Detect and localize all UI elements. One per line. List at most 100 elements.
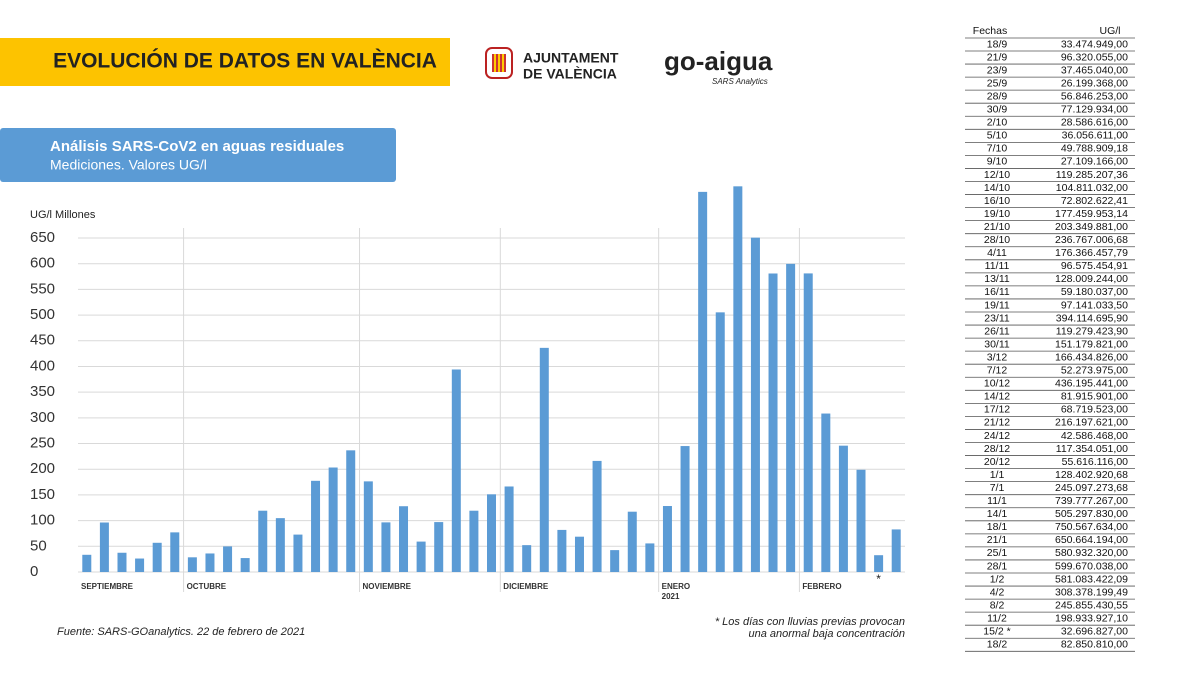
bar xyxy=(187,557,197,572)
bar xyxy=(874,555,884,572)
bar xyxy=(293,534,303,572)
table-date: 5/10 xyxy=(987,130,1008,142)
y-tick-label: 300 xyxy=(30,409,55,426)
bar xyxy=(152,542,162,572)
bar xyxy=(715,312,725,572)
bar xyxy=(733,186,743,572)
table-value: 198.933.927,10 xyxy=(1055,612,1128,624)
table-date: 19/10 xyxy=(984,208,1010,220)
bar xyxy=(891,529,901,572)
table-date: 11/1 xyxy=(987,495,1007,507)
y-tick-label: 50 xyxy=(30,537,47,554)
table-value: 27.109.166,00 xyxy=(1061,156,1128,168)
logo-text: AJUNTAMENT xyxy=(523,50,619,66)
note: * Los días con lluvias previas provocan xyxy=(715,616,905,628)
bar xyxy=(750,237,760,573)
table-date: 14/10 xyxy=(984,182,1010,194)
note: una anormal baja concentración xyxy=(748,628,905,640)
month-label: FEBRERO xyxy=(802,582,841,591)
bar xyxy=(487,494,496,572)
table-value: 26.199.368,00 xyxy=(1061,77,1128,89)
table-date: 30/11 xyxy=(984,338,1010,350)
table-date: 25/1 xyxy=(987,547,1008,559)
table-date: 30/9 xyxy=(987,104,1008,116)
bar xyxy=(592,460,602,572)
table-date: 19/11 xyxy=(984,299,1010,311)
table-value: 49.788.909,18 xyxy=(1061,143,1128,155)
table-date: 16/11 xyxy=(984,286,1010,298)
table-date: 1/1 xyxy=(990,469,1005,481)
table-value: 59.180.037,00 xyxy=(1061,286,1128,298)
bar xyxy=(698,191,708,573)
table-date: 26/11 xyxy=(984,325,1010,337)
bar xyxy=(205,553,215,572)
y-tick-label: 150 xyxy=(30,486,55,503)
crest xyxy=(485,47,513,79)
bar xyxy=(416,541,426,572)
table-value: 82.850.810,00 xyxy=(1061,639,1128,651)
table-date: 20/12 xyxy=(984,456,1010,468)
bar xyxy=(504,486,514,572)
month-label: 2021 xyxy=(662,592,680,601)
table-value: 436.195.441,00 xyxy=(1055,378,1128,390)
y-tick-label: 550 xyxy=(30,280,55,297)
bar xyxy=(381,522,391,572)
table-date: 10/12 xyxy=(984,378,1010,390)
bar xyxy=(768,273,778,572)
y-tick-label: 500 xyxy=(30,306,55,323)
table-value: 166.434.826,00 xyxy=(1055,351,1128,363)
bar xyxy=(469,510,479,572)
table-value: 96.575.454,91 xyxy=(1061,260,1128,272)
table-date: 11/2 xyxy=(987,612,1007,624)
table-date: 7/12 xyxy=(987,365,1008,377)
table-header: UG/l xyxy=(1100,25,1121,37)
table-value: 119.285.207,36 xyxy=(1056,169,1128,181)
table-value: 236.767.006,68 xyxy=(1055,234,1128,246)
y-tick-label: 250 xyxy=(30,435,55,452)
table-date: 4/11 xyxy=(987,247,1007,259)
month-label: OCTUBRE xyxy=(187,582,227,591)
table-value: 68.719.523,00 xyxy=(1061,404,1128,416)
table-value: 177.459.953,14 xyxy=(1055,208,1128,220)
table-value: 308.378.199,49 xyxy=(1055,586,1128,598)
y-tick-label: 450 xyxy=(30,332,55,349)
table-date: 14/1 xyxy=(987,508,1008,520)
table-date: 7/1 xyxy=(990,482,1005,494)
table-date: 1/2 xyxy=(990,573,1005,585)
bar xyxy=(838,445,848,572)
bar xyxy=(821,413,831,572)
table-value: 176.366.457,79 xyxy=(1055,247,1128,259)
title-band xyxy=(0,38,450,86)
table-value: 216.197.621,00 xyxy=(1055,417,1128,429)
table-date: 17/12 xyxy=(984,404,1010,416)
box-title: Análisis SARS-CoV2 en aguas residuales xyxy=(50,138,344,155)
y-tick-label: 100 xyxy=(30,512,55,529)
table-value: 42.586.468,00 xyxy=(1061,430,1128,442)
table-date: 7/10 xyxy=(987,143,1008,155)
bar xyxy=(328,467,338,572)
logo-sub: SARS Analytics xyxy=(712,77,768,86)
bar xyxy=(434,522,444,572)
table-date: 28/9 xyxy=(987,90,1008,102)
table-value: 36.056.611,00 xyxy=(1062,130,1129,142)
table-date: 18/2 xyxy=(987,639,1008,651)
table-value: 580.932.320,00 xyxy=(1055,547,1128,559)
table-date: 25/9 xyxy=(987,77,1008,89)
table-value: 599.670.038,00 xyxy=(1055,560,1128,572)
table-value: 77.129.934,00 xyxy=(1061,104,1128,116)
y-tick-label: 400 xyxy=(30,357,55,374)
bar xyxy=(610,550,620,572)
table-value: 117.354.051,00 xyxy=(1056,443,1128,455)
month-label: DICIEMBRE xyxy=(503,582,549,591)
month-label: ENERO xyxy=(662,582,690,591)
month-label: NOVIEMBRE xyxy=(363,582,412,591)
table-date: 13/11 xyxy=(984,273,1010,285)
table-value: 581.083.422,09 xyxy=(1055,573,1128,585)
bar xyxy=(223,546,233,572)
table-date: 28/10 xyxy=(984,234,1010,246)
bar xyxy=(399,506,409,572)
y-axis-label: UG/l Millones xyxy=(30,209,96,221)
bar xyxy=(662,506,672,572)
bar xyxy=(786,263,796,572)
table-value: 750.567.634,00 xyxy=(1055,521,1128,533)
